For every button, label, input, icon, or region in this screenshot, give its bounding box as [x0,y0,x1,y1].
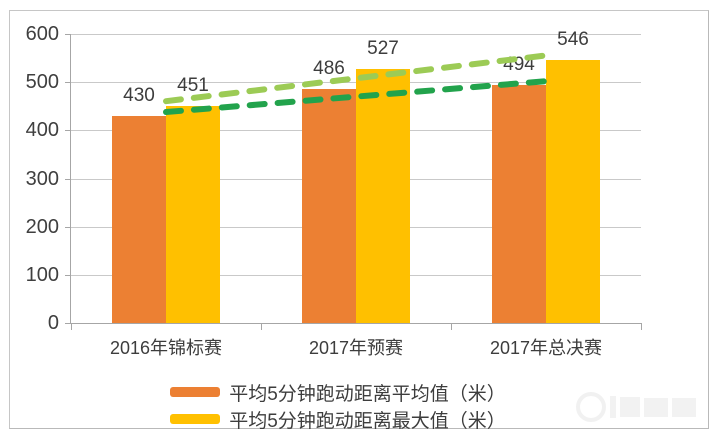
y-tick-mark [65,82,71,84]
bar [166,105,220,323]
x-tick-mark [71,324,72,330]
data-label: 546 [557,29,589,51]
y-tick-label: 100 [25,263,59,286]
legend-label-average: 平均5分钟跑动距离平均值（米） [229,383,506,405]
x-tick-label: 2017年总决赛 [489,338,603,358]
y-tick-mark [65,178,71,180]
legend-label-max: 平均5分钟跑动距离最大值（米） [229,410,506,432]
y-tick-mark [65,34,71,35]
y-tick-mark [65,274,71,276]
data-label: 430 [123,84,155,106]
y-tick-mark [65,130,71,132]
y-tick-label: 200 [25,215,59,238]
y-tick-mark [65,226,71,228]
chart-frame: 0 100 200 300 400 500 600 430 451 2016年锦标赛 486 527… [9,10,709,432]
x-tick-mark [261,324,262,330]
y-tick-label: 600 [25,23,59,45]
bar [302,88,356,323]
bar [112,115,166,323]
x-tick-label: 2016年锦标赛 [109,338,223,358]
watermark-ring-icon [576,392,606,422]
watermark-logo [576,392,696,422]
bar [492,85,546,323]
legend-item-max: 平均5分钟跑动距离最大值（米） [170,406,506,432]
y-tick-mark [65,323,71,324]
plot-area: 430 451 2016年锦标赛 486 527 2017年预赛 494 546 2017年总决… [70,29,642,358]
y-tick-label: 300 [25,167,59,190]
x-tick-mark [451,324,452,330]
data-label: 527 [367,38,399,60]
legend-swatch-average [170,387,221,397]
y-axis-labels: 0 100 200 300 400 500 600 [10,23,59,334]
legend-swatch-max [170,414,221,424]
x-axis-line [71,323,642,324]
legend-item-average: 平均5分钟跑动距离平均值（米） [170,379,506,405]
x-tick-mark [641,324,642,330]
gridline [71,34,641,35]
y-tick-label: 400 [25,119,59,142]
bar [356,69,410,323]
y-tick-label: 0 [47,312,59,334]
data-label: 451 [177,74,209,96]
legend: 平均5分钟跑动距离平均值（米） 平均5分钟跑动距离最大值（米） [71,379,605,432]
bar [546,60,600,323]
x-tick-label: 2017年预赛 [308,338,404,358]
y-tick-label: 500 [25,71,59,94]
